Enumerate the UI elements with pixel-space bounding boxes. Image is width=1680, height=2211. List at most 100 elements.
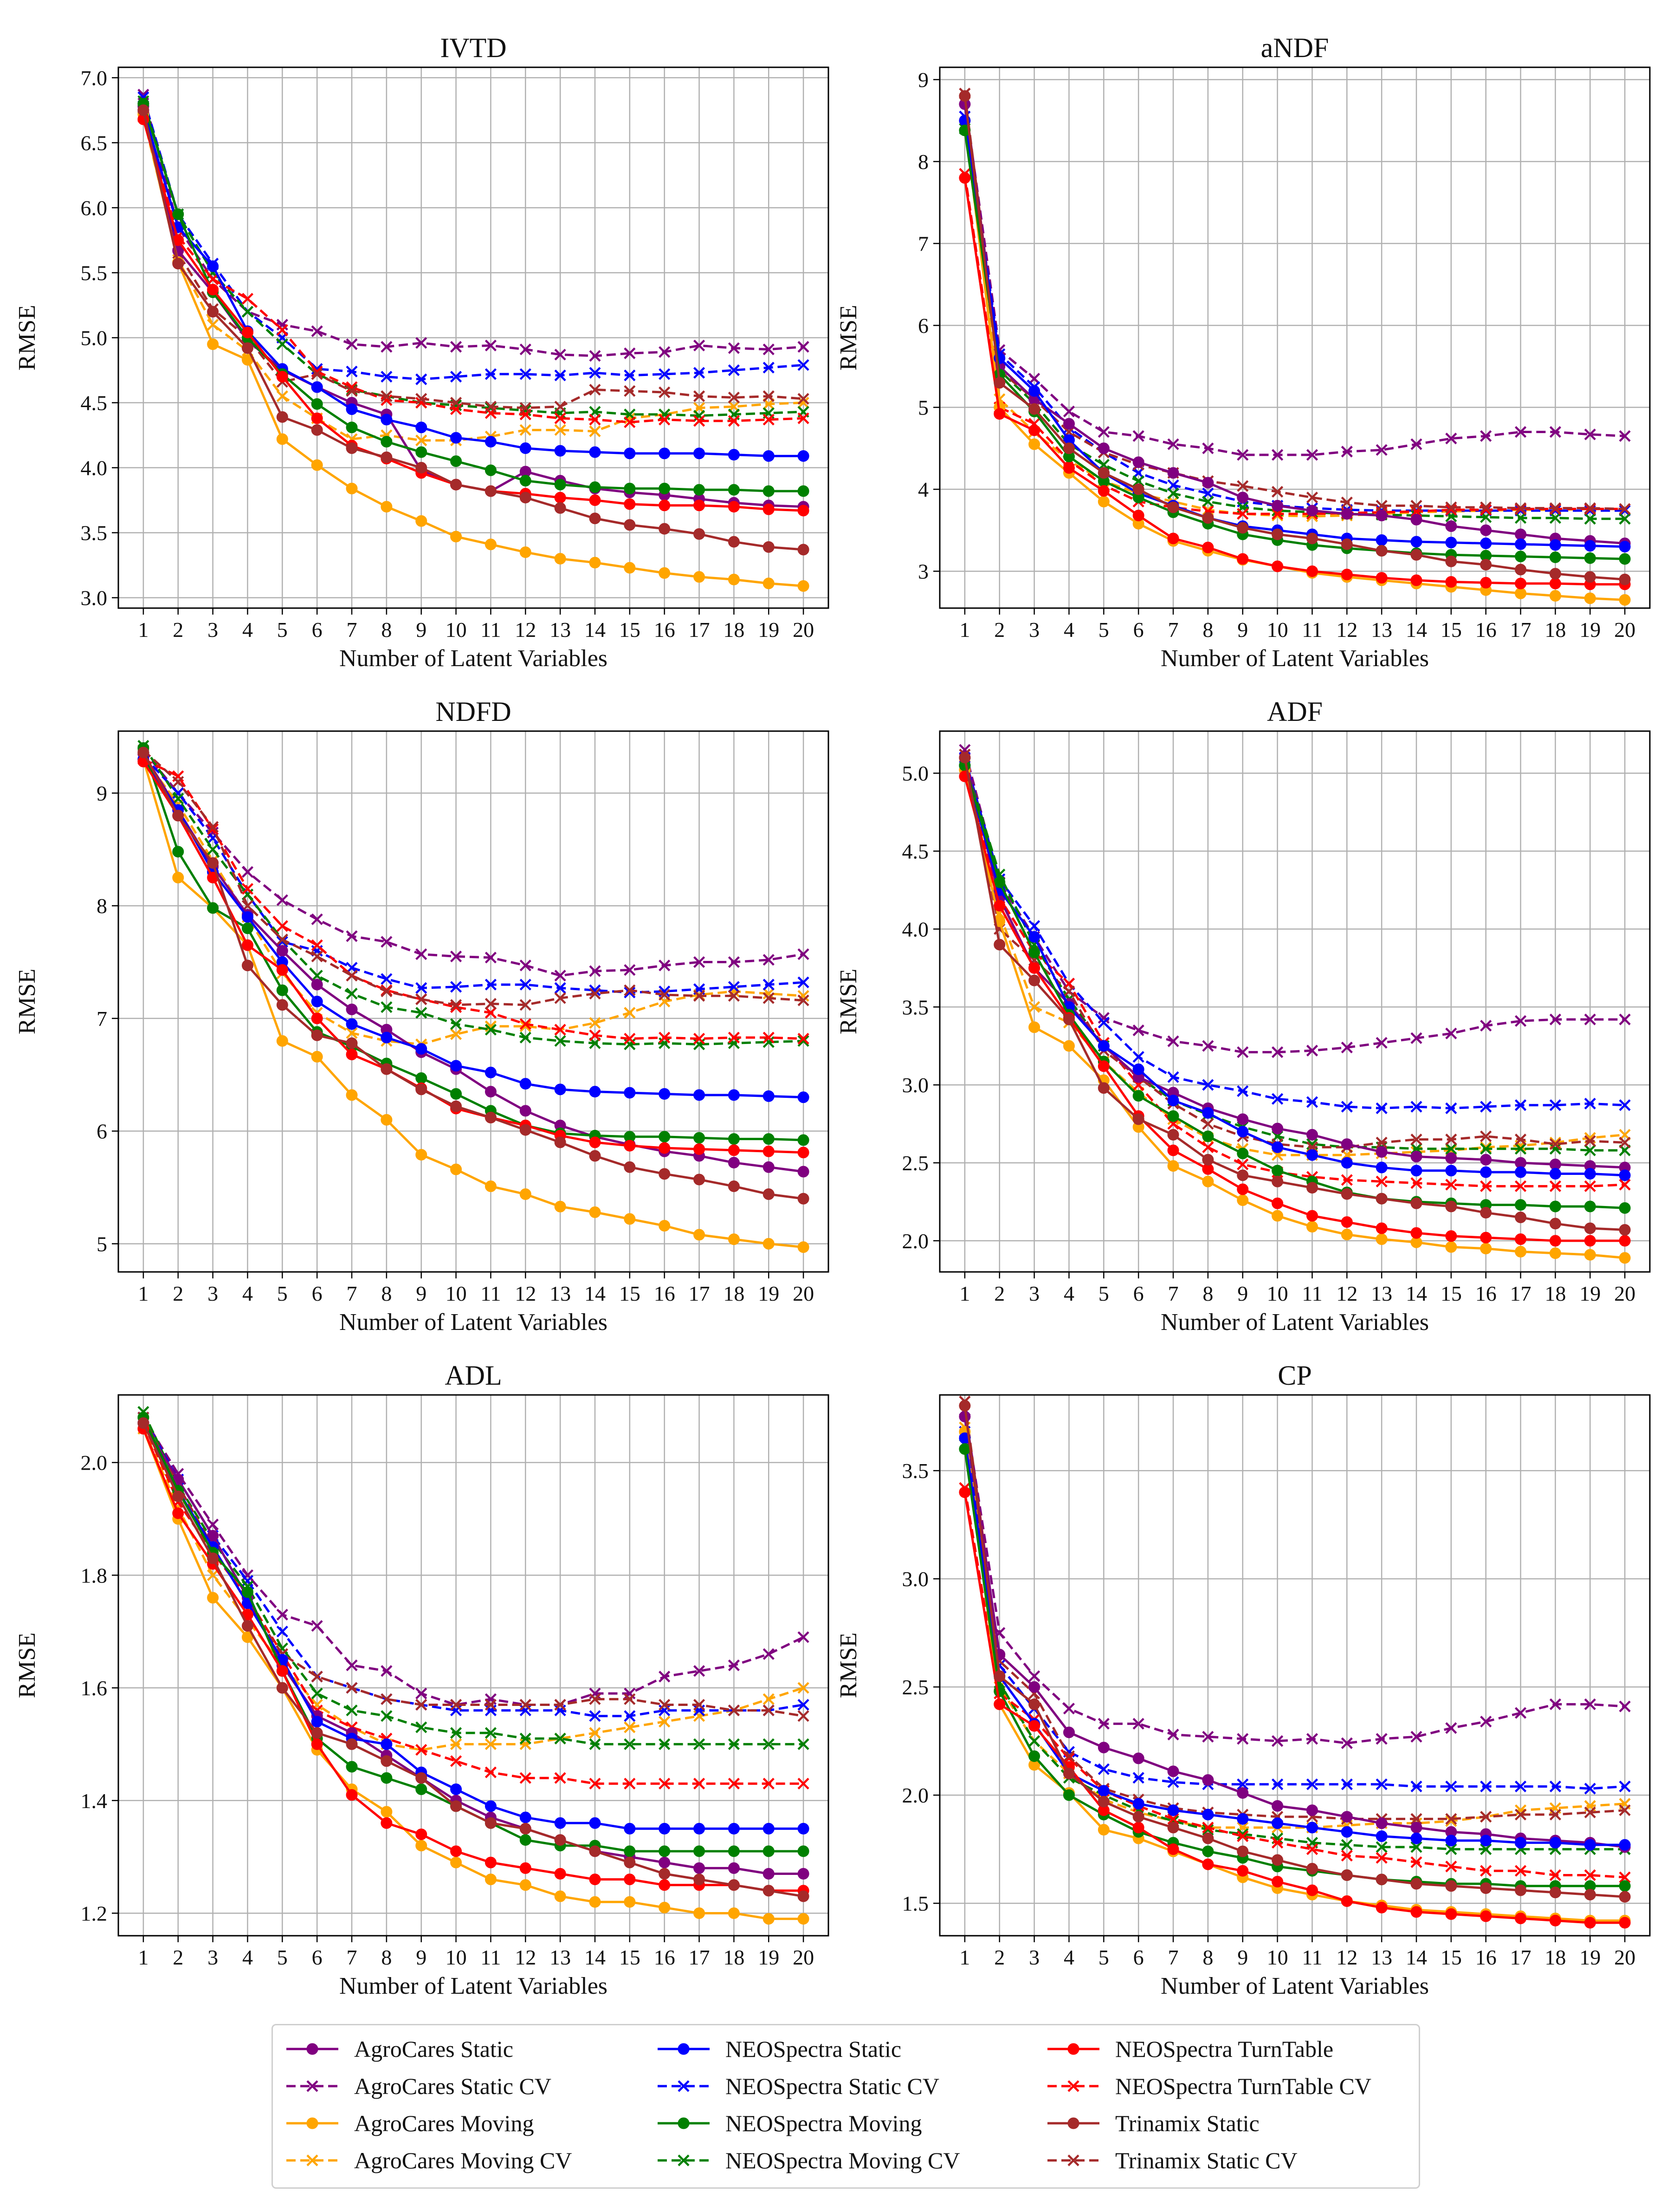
data-point: [1271, 1837, 1284, 1849]
data-point-stroke: [1584, 1698, 1596, 1710]
data-point: [311, 1716, 323, 1728]
data-point-stroke: [624, 986, 636, 999]
data-point-stroke: [1067, 2080, 1079, 2092]
data-point: [1132, 1798, 1144, 1810]
data-point: [693, 1699, 705, 1711]
chart-title: aNDF: [1261, 32, 1329, 63]
data-point: [693, 1907, 705, 1919]
data-point: [728, 1738, 740, 1750]
data-point: [1237, 508, 1249, 520]
data-point: [1480, 1180, 1492, 1192]
data-point: [1202, 1774, 1214, 1786]
data-point: [381, 341, 393, 353]
data-point: [241, 305, 254, 318]
data-point-stroke: [1480, 1716, 1492, 1728]
data-point-stroke: [728, 1031, 740, 1044]
data-point-stroke: [589, 1029, 601, 1041]
data-point: [1098, 1012, 1110, 1024]
data-point-stroke: [1445, 1843, 1457, 1855]
x-tick-label: 8: [381, 618, 392, 642]
data-point: [994, 939, 1006, 951]
x-tick-label: 15: [619, 618, 640, 642]
data-point: [346, 421, 358, 434]
data-point-stroke: [659, 368, 671, 380]
data-point: [207, 821, 219, 833]
x-tick-label: 12: [515, 1945, 536, 1969]
data-point: [1445, 1908, 1457, 1920]
data-point: [762, 1161, 775, 1173]
x-tick-label: 16: [654, 618, 675, 642]
data-point: [762, 577, 775, 590]
data-point: [172, 846, 184, 858]
data-point: [762, 992, 775, 1004]
data-point: [1480, 1143, 1492, 1155]
y-tick-label: 6: [97, 1120, 107, 1143]
data-point: [1480, 1910, 1492, 1922]
data-point: [381, 1772, 393, 1784]
data-point: [1237, 1787, 1249, 1799]
data-point: [1341, 1778, 1353, 1790]
data-point-stroke: [624, 1693, 636, 1705]
data-point: [450, 1755, 462, 1767]
series-neospectra-moving: [959, 124, 1631, 565]
data-point-stroke: [1410, 1780, 1422, 1793]
x-axis-label: Number of Latent Variables: [339, 1309, 607, 1336]
data-point: [797, 1913, 809, 1925]
data-point: [172, 776, 184, 788]
data-point: [381, 1665, 393, 1677]
data-point-stroke: [624, 984, 636, 996]
data-point-stroke: [728, 1777, 740, 1790]
data-point: [1619, 1804, 1631, 1816]
data-point: [728, 415, 740, 427]
y-tick-label: 7: [918, 232, 929, 256]
x-tick-label: 11: [480, 1945, 501, 1969]
data-point-stroke: [381, 341, 393, 353]
data-point: [1584, 1249, 1596, 1261]
data-point: [1132, 483, 1144, 495]
data-point-stroke: [554, 1772, 566, 1784]
data-point-stroke: [1514, 1099, 1527, 1111]
data-point: [728, 1777, 740, 1790]
x-tick-label: 14: [1406, 618, 1427, 642]
data-point: [959, 752, 971, 764]
data-point-stroke: [624, 964, 636, 976]
data-point: [624, 1213, 636, 1225]
data-point-stroke: [1341, 496, 1353, 508]
series-line: [142, 103, 804, 493]
data-point-stroke: [659, 1777, 671, 1790]
series-neospectra-static-cv: [959, 752, 1631, 1115]
data-point: [1445, 1165, 1457, 1177]
data-point: [1410, 1197, 1422, 1209]
data-point: [554, 349, 566, 361]
data-point: [1515, 1913, 1527, 1925]
series-line: [142, 1417, 804, 1853]
data-point-stroke: [762, 1738, 775, 1750]
data-point: [1306, 1733, 1318, 1745]
y-tick-label: 6.0: [81, 196, 108, 220]
data-point-stroke: [1376, 1841, 1388, 1853]
data-point: [797, 1682, 809, 1694]
y-tick-label: 3: [918, 560, 929, 584]
data-point: [1272, 1197, 1284, 1209]
x-tick-label: 1: [138, 1282, 149, 1305]
data-point: [693, 528, 705, 540]
data-point: [1306, 1182, 1318, 1194]
data-point: [728, 1907, 740, 1919]
data-point: [519, 1862, 531, 1874]
data-point-stroke: [1549, 1099, 1561, 1111]
y-tick-label: 4.5: [81, 391, 108, 415]
data-point: [415, 373, 427, 385]
data-point: [381, 451, 393, 463]
data-point: [172, 1507, 184, 1519]
data-point-stroke: [797, 1631, 809, 1643]
data-point-stroke: [1619, 1780, 1631, 1793]
data-point: [554, 1200, 566, 1212]
data-point: [762, 1090, 775, 1102]
x-tick-label: 10: [446, 1282, 467, 1305]
data-point: [762, 1885, 775, 1897]
data-point: [1514, 1707, 1527, 1719]
data-point: [1445, 1143, 1457, 1155]
data-point-stroke: [554, 982, 566, 994]
series-trinamix-static: [137, 104, 809, 556]
data-point-stroke: [797, 393, 809, 405]
